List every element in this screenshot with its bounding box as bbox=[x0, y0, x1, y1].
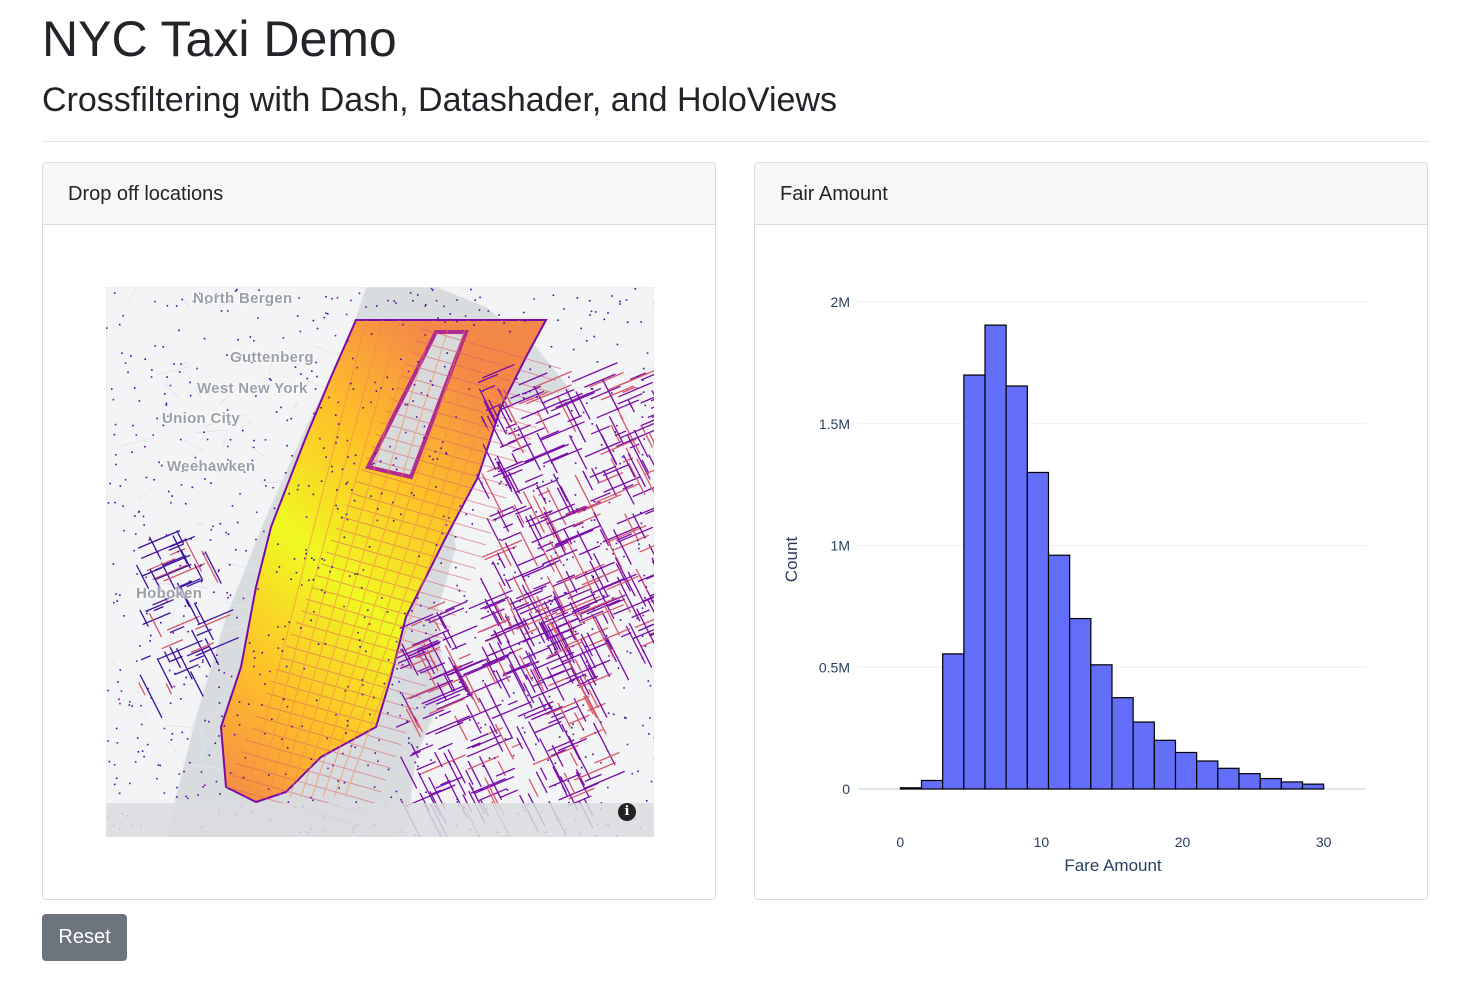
x-tick-label: 0 bbox=[896, 834, 904, 850]
reset-button[interactable]: Reset bbox=[42, 914, 127, 961]
histogram-bar[interactable] bbox=[1153, 739, 1177, 790]
map-street bbox=[218, 395, 229, 406]
borough-density bbox=[395, 589, 626, 837]
histogram-bar[interactable] bbox=[1301, 783, 1325, 790]
map-info-icon[interactable]: i bbox=[618, 803, 636, 821]
y-tick-label: 0.5M bbox=[819, 659, 850, 675]
page-title: NYC Taxi Demo bbox=[42, 11, 397, 67]
map-street bbox=[213, 707, 220, 719]
x-tick-label: 10 bbox=[1034, 834, 1050, 850]
histogram-bar[interactable] bbox=[1280, 781, 1304, 790]
map-street bbox=[276, 479, 287, 483]
map-street bbox=[248, 444, 264, 457]
map-street bbox=[193, 386, 202, 399]
histogram-bar[interactable] bbox=[1217, 767, 1240, 790]
histogram-bar[interactable] bbox=[1026, 471, 1050, 790]
map-label-weehawken: Weehawken bbox=[167, 458, 256, 475]
map-street bbox=[167, 740, 179, 754]
map-canvas[interactable] bbox=[106, 287, 654, 837]
histogram-bar[interactable] bbox=[1069, 617, 1092, 790]
dropoff-map[interactable]: North Bergen Guttenberg West New York Un… bbox=[106, 287, 654, 837]
histogram-bar[interactable] bbox=[942, 653, 965, 790]
central-park bbox=[365, 330, 469, 480]
histogram-bar[interactable] bbox=[1174, 751, 1198, 790]
map-street bbox=[131, 703, 149, 717]
fare-histogram-card: Fair Amount 0 0.5M 1M 1.5M 2M 0 10 20 30 Fare Amo… bbox=[754, 162, 1428, 900]
histogram-bar[interactable] bbox=[963, 374, 986, 790]
dropoff-points bbox=[106, 287, 654, 837]
map-street bbox=[204, 413, 250, 427]
fare-histogram[interactable]: 0 0.5M 1M 1.5M 2M 0 10 20 30 Fare Amount Count bbox=[755, 225, 1427, 899]
map-street bbox=[165, 724, 206, 730]
header-divider bbox=[42, 141, 1430, 142]
map-street bbox=[182, 298, 192, 311]
y-tick-label: 1.5M bbox=[819, 416, 850, 432]
y-tick-label: 0 bbox=[842, 781, 850, 797]
map-street bbox=[183, 440, 205, 453]
histogram-bar[interactable] bbox=[1259, 777, 1282, 790]
map-street bbox=[196, 522, 205, 525]
map-street bbox=[199, 746, 206, 760]
map-bottom-band bbox=[106, 803, 654, 837]
histogram-bar[interactable] bbox=[1132, 721, 1155, 790]
map-street bbox=[222, 437, 226, 448]
map-street bbox=[171, 608, 176, 623]
map-label-north-bergen: North Bergen bbox=[193, 290, 293, 307]
dropoff-map-header: Drop off locations bbox=[43, 163, 715, 225]
map-street bbox=[178, 362, 188, 367]
histogram-bar[interactable] bbox=[1111, 697, 1134, 790]
map-street bbox=[247, 419, 252, 425]
manhattan-density bbox=[219, 319, 548, 804]
map-label-guttenberg: Guttenberg bbox=[230, 349, 314, 366]
histogram-bar[interactable] bbox=[1090, 664, 1113, 790]
map-street bbox=[195, 429, 227, 434]
histogram-bar[interactable] bbox=[984, 324, 1007, 790]
map-street bbox=[268, 361, 272, 376]
fare-histogram-header: Fair Amount bbox=[755, 163, 1427, 225]
map-street bbox=[111, 661, 121, 671]
map-street bbox=[198, 729, 212, 746]
histogram-bar[interactable] bbox=[920, 779, 944, 790]
map-street bbox=[292, 402, 298, 411]
map-street bbox=[289, 361, 301, 367]
histogram-bar[interactable] bbox=[1238, 773, 1261, 790]
histogram-bar[interactable] bbox=[899, 787, 923, 790]
map-street bbox=[219, 622, 249, 635]
borough-density bbox=[476, 362, 654, 685]
page-subtitle: Crossfiltering with Dash, Datashader, an… bbox=[42, 81, 837, 119]
map-street bbox=[225, 562, 261, 573]
x-tick-label: 30 bbox=[1316, 834, 1332, 850]
map-street bbox=[117, 437, 152, 448]
map-street bbox=[163, 383, 180, 399]
y-axis-title: Count bbox=[782, 537, 801, 583]
histogram-bar[interactable] bbox=[1047, 554, 1071, 790]
map-label-hoboken: Hoboken bbox=[136, 585, 203, 602]
map-street bbox=[158, 365, 191, 375]
borough-density bbox=[135, 529, 240, 719]
map-street bbox=[137, 493, 147, 499]
histogram-bar[interactable] bbox=[1196, 760, 1219, 790]
map-street bbox=[181, 683, 207, 687]
map-label-union-city: Union City bbox=[162, 410, 240, 427]
map-street bbox=[149, 551, 154, 564]
map-label-west-new-york: West New York bbox=[197, 380, 308, 397]
y-tick-label: 1M bbox=[831, 538, 850, 554]
x-axis-title: Fare Amount bbox=[1064, 856, 1162, 875]
histogram-bar[interactable] bbox=[1005, 385, 1028, 790]
y-tick-label: 2M bbox=[831, 294, 850, 310]
map-street bbox=[128, 288, 136, 302]
dropoff-map-card: Drop off locations North Bergen Guttenbe… bbox=[42, 162, 716, 900]
map-street bbox=[136, 689, 140, 695]
map-land bbox=[106, 287, 367, 837]
x-tick-label: 20 bbox=[1175, 834, 1191, 850]
map-street bbox=[313, 345, 340, 357]
